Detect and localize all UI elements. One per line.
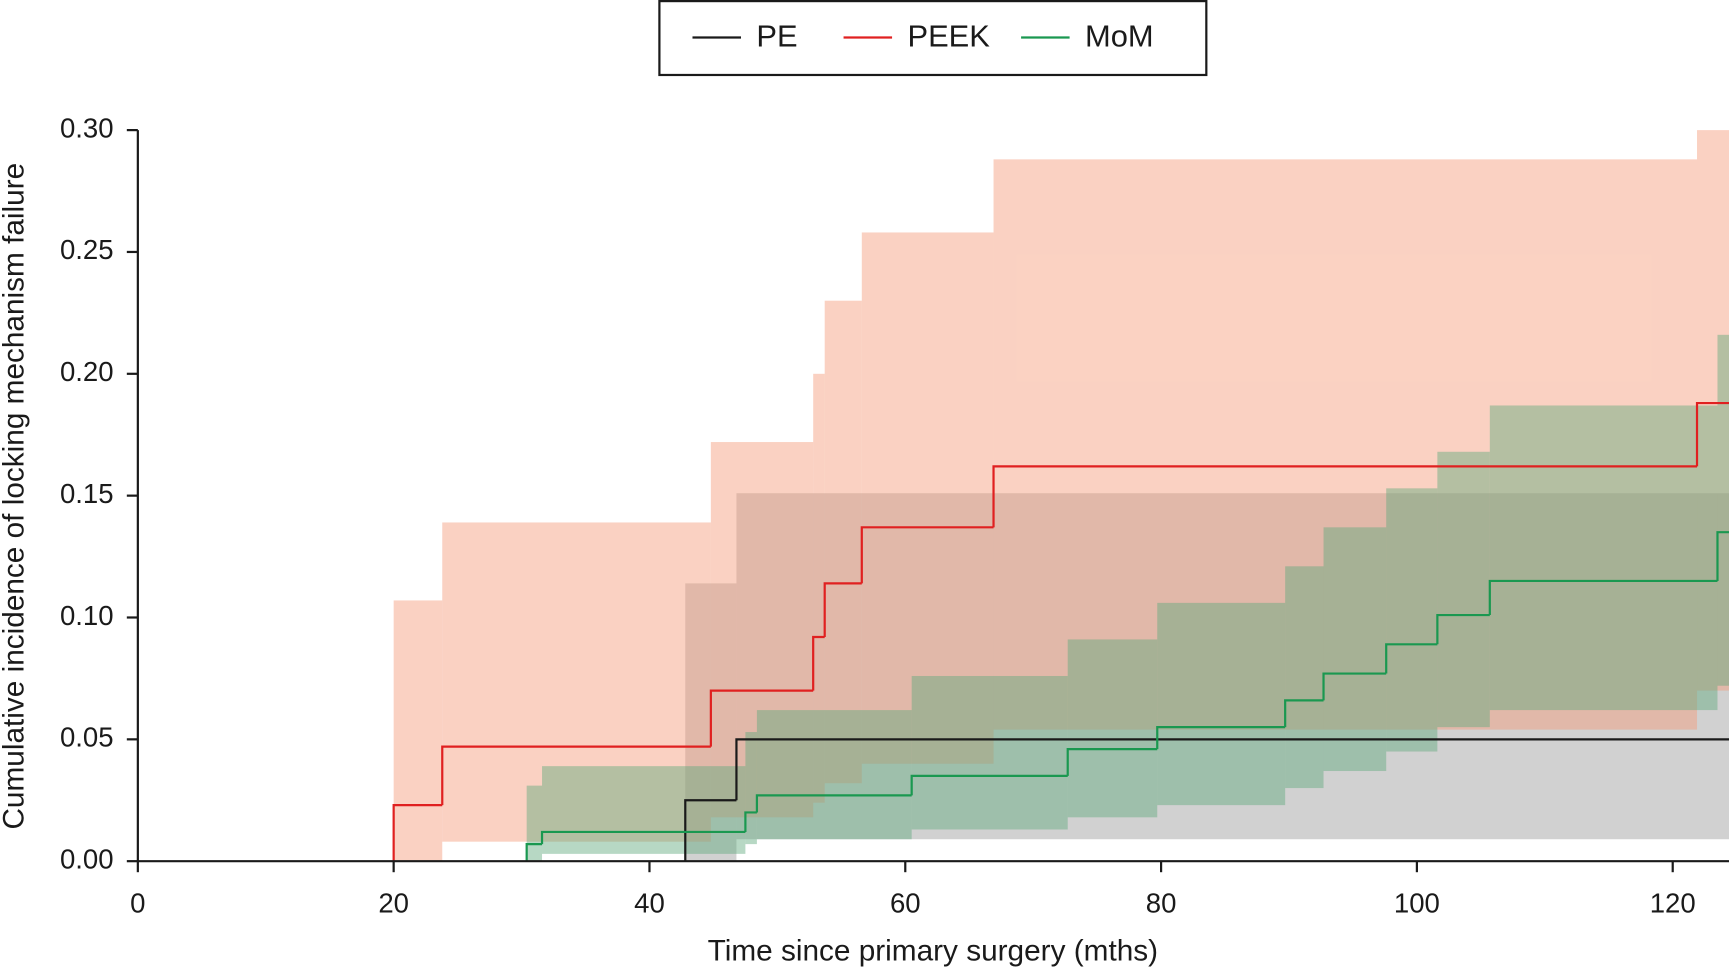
legend-label: PE <box>756 19 797 54</box>
step-line <box>1066 747 1158 776</box>
x-axis-label: Time since primary surgery (mths) <box>708 935 1158 968</box>
step-line <box>735 738 1729 801</box>
y-tick-label: 0.10 <box>60 600 114 631</box>
y-axis-label: Cumulative incidence of locking mechanis… <box>0 163 30 830</box>
confidence-band <box>1697 130 1729 691</box>
y-tick-label: 0.20 <box>60 356 114 387</box>
step-line <box>1156 726 1286 750</box>
confidence-band <box>824 300 862 784</box>
legend-label: MoM <box>1085 19 1154 54</box>
x-tick-label: 100 <box>1394 888 1440 919</box>
confidence-band <box>813 373 825 803</box>
axes: 0 20 40 60 80 100 120 0.00 0.05 0.10 0.15 0.20 0.25 0… <box>60 112 1729 919</box>
step-line <box>525 843 543 862</box>
confidence-band <box>861 232 994 764</box>
legend-label: PEEK <box>908 19 991 54</box>
lines <box>392 401 1729 862</box>
confidence-band <box>1157 602 1286 806</box>
x-tick-label: 0 <box>130 888 145 919</box>
confidence-band <box>1489 405 1718 711</box>
step-line <box>1695 401 1729 467</box>
confidence-band <box>442 522 711 842</box>
step-line <box>684 799 737 862</box>
step-line <box>709 689 814 747</box>
step-line <box>1488 579 1718 616</box>
step-line <box>910 774 1068 796</box>
legend: PE PEEK MoM <box>692 19 1154 54</box>
step-line <box>744 811 757 832</box>
confidence-band <box>993 159 1698 730</box>
confidence-band <box>1717 334 1729 686</box>
confidence-band <box>710 442 814 818</box>
y-tick-label: 0.25 <box>60 234 114 265</box>
y-tick-label: 0.00 <box>60 843 114 874</box>
step-line <box>823 582 862 637</box>
confidence-band <box>542 766 746 854</box>
confidence-band <box>1067 639 1158 818</box>
bands <box>393 130 1729 862</box>
y-tick-label: 0.15 <box>60 478 114 509</box>
x-tick-label: 80 <box>1146 888 1177 919</box>
step-line <box>392 804 443 862</box>
step-line <box>441 745 711 806</box>
confidence-band <box>756 710 912 840</box>
confidence-band <box>736 493 1729 840</box>
confidence-band <box>1285 566 1324 789</box>
y-tick-label: 0.30 <box>60 112 114 143</box>
x-tick-label: 60 <box>890 888 921 919</box>
legend-box <box>658 0 1208 77</box>
step-line <box>1284 699 1324 728</box>
step-line <box>812 635 825 691</box>
x-tick-label: 40 <box>634 888 665 919</box>
step-line <box>992 465 1698 528</box>
step-line <box>1436 613 1490 645</box>
confidence-band <box>911 675 1068 830</box>
confidence-band <box>1386 488 1438 752</box>
confidence-band <box>1323 527 1387 772</box>
step-line <box>540 830 746 845</box>
y-tick-label: 0.05 <box>60 722 114 753</box>
step-line <box>1716 531 1729 581</box>
x-tick-label: 20 <box>378 888 409 919</box>
confidence-band <box>1437 451 1490 728</box>
step-line <box>860 526 994 584</box>
confidence-band <box>393 600 443 862</box>
step-line <box>755 794 912 813</box>
step-line <box>1322 672 1387 701</box>
confidence-band <box>745 732 757 845</box>
x-tick-label: 120 <box>1650 888 1696 919</box>
confidence-band <box>526 785 543 862</box>
step-line <box>1385 643 1438 674</box>
